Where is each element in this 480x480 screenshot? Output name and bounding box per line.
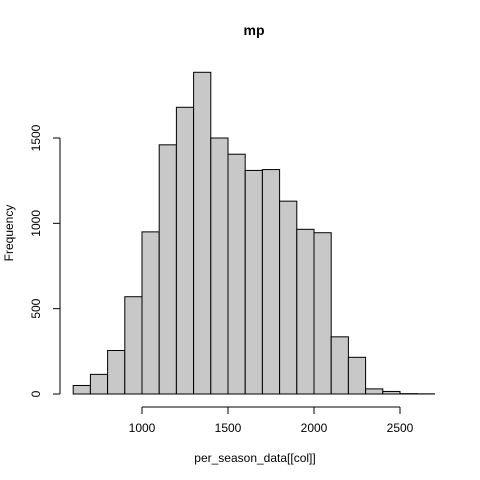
histogram-bar-9 — [227, 153, 246, 395]
histogram-bar-3 — [124, 296, 143, 395]
x-tick-label-0: 1000 — [129, 421, 156, 435]
x-tick-label-3: 2500 — [387, 421, 414, 435]
histogram-bar-8 — [210, 137, 229, 395]
x-tick-label-1: 1500 — [215, 421, 242, 435]
histogram-bar-6 — [175, 106, 195, 395]
histogram-bar-16 — [347, 356, 367, 395]
histogram-bar-7 — [193, 71, 212, 395]
histogram-bar-11 — [261, 169, 281, 395]
histogram-bar-10 — [244, 169, 263, 395]
y-tick-label-0: 0 — [29, 390, 43, 397]
chart-title: mp — [244, 22, 265, 38]
bars-group — [72, 71, 435, 395]
histogram-bar-18 — [382, 390, 401, 395]
histogram-bar-5 — [158, 144, 177, 395]
histogram-bar-14 — [313, 232, 332, 395]
histogram-bar-17 — [365, 388, 384, 395]
histogram-bar-1 — [89, 373, 109, 395]
y-tick-label-2: 1000 — [29, 210, 43, 237]
y-tick-label-1: 500 — [29, 298, 43, 318]
histogram-bar-12 — [279, 200, 298, 395]
histogram-bar-4 — [141, 231, 160, 395]
histogram-bar-15 — [330, 336, 349, 395]
x-axis-label: per_season_data[[col]] — [194, 451, 315, 465]
x-axis: 1000 1500 2000 2500 — [129, 406, 414, 435]
histogram-bar-0 — [72, 384, 91, 395]
y-tick-label-3: 1500 — [29, 124, 43, 151]
histogram-bar-2 — [107, 349, 126, 395]
y-axis-label: Frequency — [2, 205, 16, 262]
x-tick-label-2: 2000 — [301, 421, 328, 435]
y-axis: 0 500 1000 1500 — [29, 124, 61, 397]
histogram-bar-13 — [296, 228, 315, 395]
